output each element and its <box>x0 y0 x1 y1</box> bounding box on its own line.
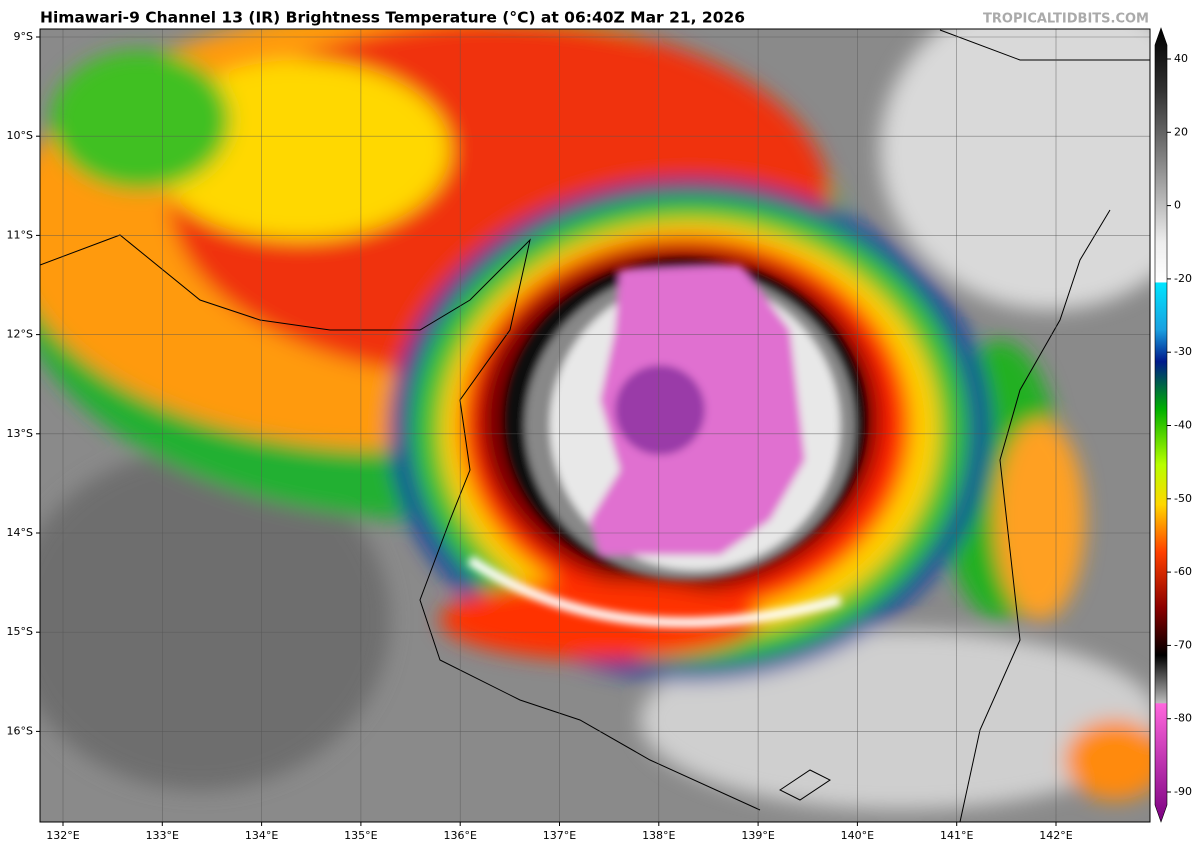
lat-label: 13°S <box>7 427 33 440</box>
lon-label: 134°E <box>245 829 278 842</box>
lon-label: 136°E <box>443 829 476 842</box>
colorbar-label: -50 <box>1174 492 1192 505</box>
coastline <box>40 29 1150 822</box>
lon-label: 141°E <box>940 829 973 842</box>
colorbar-label: -40 <box>1174 419 1192 432</box>
colorbar-ramp <box>1154 27 1168 823</box>
colorbar-label: -70 <box>1174 638 1192 651</box>
lat-label: 14°S <box>7 526 33 539</box>
lat-label: 15°S <box>7 625 33 638</box>
colorbar <box>1154 27 1168 823</box>
lon-label: 137°E <box>543 829 576 842</box>
colorbar-label: -20 <box>1174 272 1192 285</box>
lon-label: 138°E <box>642 829 675 842</box>
map-frame <box>39 28 1151 823</box>
lat-label: 16°S <box>7 724 33 737</box>
lon-label: 140°E <box>841 829 874 842</box>
colorbar-label: -30 <box>1174 345 1192 358</box>
lon-label: 135°E <box>344 829 377 842</box>
lon-label: 142°E <box>1039 829 1072 842</box>
lat-label: 9°S <box>14 30 33 43</box>
colorbar-label: 20 <box>1174 125 1188 138</box>
colorbar-label: 0 <box>1174 199 1181 212</box>
lat-label: 10°S <box>7 129 33 142</box>
lat-label: 12°S <box>7 328 33 341</box>
lon-label: 132°E <box>46 829 79 842</box>
labels: 9°S 10°S 11°S 12°S 13°S 14°S 15°S 16°S 132°E 133°… <box>7 30 1192 842</box>
lat-label: 11°S <box>7 228 33 241</box>
lon-label: 139°E <box>741 829 774 842</box>
grid <box>40 29 1150 822</box>
lon-label: 133°E <box>146 829 179 842</box>
credit: TROPICALTIDBITS.COM <box>983 12 1149 27</box>
satellite-imagery <box>40 29 1150 822</box>
colorbar-label: -90 <box>1174 785 1192 798</box>
colorbar-label: 40 <box>1174 52 1188 65</box>
title: Himawari-9 Channel 13 (IR) Brightness Te… <box>40 9 745 27</box>
colorbar-label: -80 <box>1174 712 1192 725</box>
colorbar-label: -60 <box>1174 565 1192 578</box>
